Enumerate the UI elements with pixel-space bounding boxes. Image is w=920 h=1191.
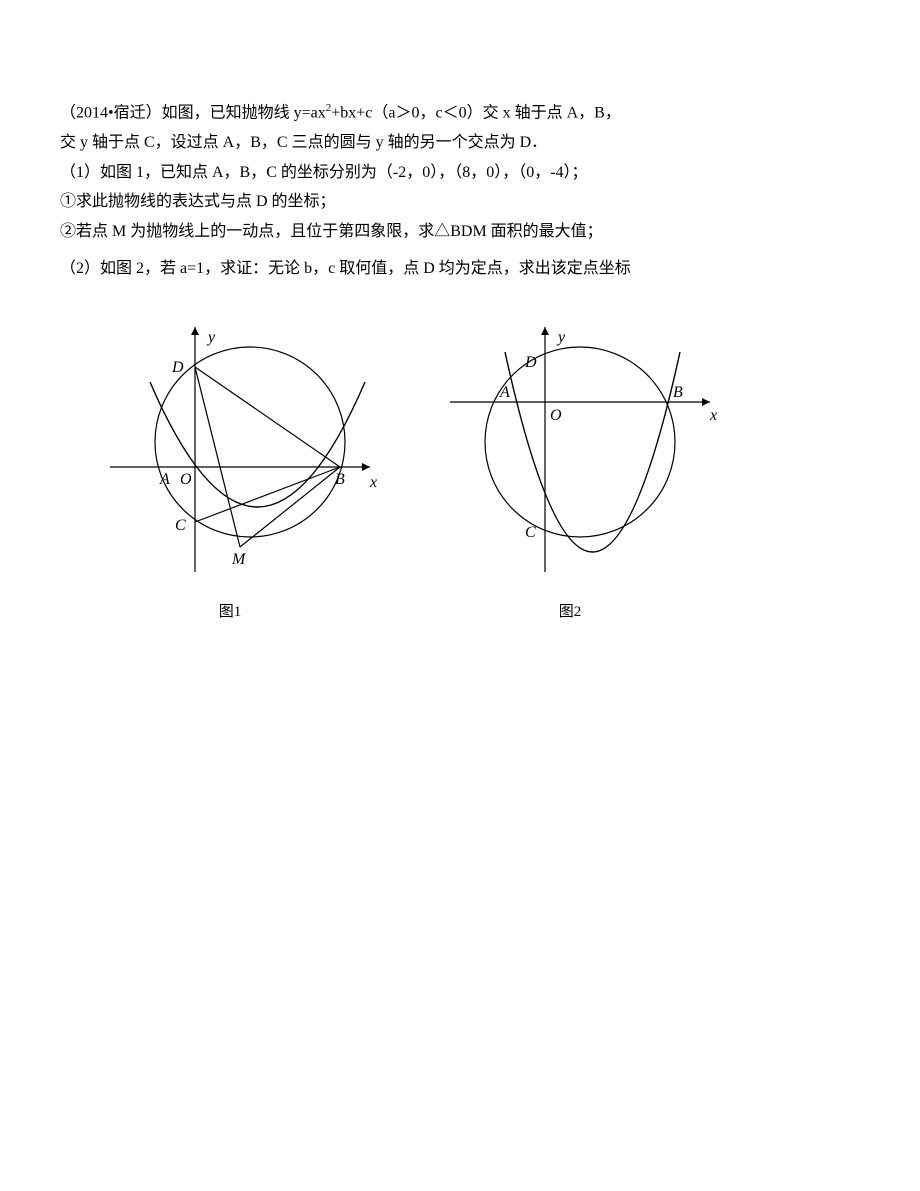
problem-line-1: （2014•宿迁）如图，已知抛物线 y=ax2+bx+c（a＞0，c＜0）交 x… bbox=[60, 100, 860, 126]
text-part-1b: +bx+c（a＞0，c＜0）交 x 轴于点 A，B， bbox=[331, 104, 621, 121]
text-part-1a: （2014•宿迁）如图，已知抛物线 y=a bbox=[60, 104, 318, 121]
problem-line-6: （2）如图 2，若 a=1，求证：无论 b，c 取何值，点 D 均为定点，求出该… bbox=[60, 256, 860, 282]
label-y-2: y bbox=[556, 329, 566, 346]
figure-2-svg: y x A B C D O bbox=[420, 312, 720, 592]
figure-1-caption: 图1 bbox=[219, 600, 242, 624]
label-x-2: x bbox=[709, 407, 717, 424]
label-A-2: A bbox=[499, 384, 510, 401]
label-M: M bbox=[231, 551, 247, 568]
text-var-x: x bbox=[318, 104, 326, 121]
label-x: x bbox=[369, 474, 377, 491]
label-y: y bbox=[206, 329, 216, 346]
figures-row: y x A B C D O M 图1 y x A B C bbox=[60, 312, 860, 624]
label-B: B bbox=[335, 471, 345, 488]
label-O: O bbox=[180, 471, 192, 488]
figure-2: y x A B C D O 图2 bbox=[420, 312, 720, 624]
circumscribed-circle-2 bbox=[485, 347, 675, 537]
label-C-2: C bbox=[525, 524, 536, 541]
problem-line-5: ②若点 M 为抛物线上的一动点，且位于第四象限，求△BDM 面积的最大值； bbox=[60, 219, 860, 245]
figure-1-svg: y x A B C D O M bbox=[80, 312, 380, 592]
label-O-2: O bbox=[550, 407, 562, 424]
y-axis-arrow bbox=[191, 327, 199, 335]
segment-BC bbox=[195, 467, 340, 522]
problem-line-3: （1）如图 1，已知点 A，B，C 的坐标分别为（-2，0），（8，0），（0，… bbox=[60, 160, 860, 186]
x-axis-arrow-2 bbox=[702, 398, 710, 406]
problem-line-2: 交 y 轴于点 C，设过点 A，B，C 三点的圆与 y 轴的另一个交点为 D． bbox=[60, 130, 860, 156]
label-A: A bbox=[159, 471, 170, 488]
label-B-2: B bbox=[673, 384, 683, 401]
y-axis-arrow-2 bbox=[541, 327, 549, 335]
x-axis-arrow bbox=[362, 463, 370, 471]
problem-line-4: ①求此抛物线的表达式与点 D 的坐标； bbox=[60, 189, 860, 215]
figure-1: y x A B C D O M 图1 bbox=[80, 312, 380, 624]
label-C: C bbox=[175, 517, 186, 534]
label-D: D bbox=[171, 359, 184, 376]
figure-2-caption: 图2 bbox=[559, 600, 582, 624]
label-D-2: D bbox=[524, 354, 537, 371]
